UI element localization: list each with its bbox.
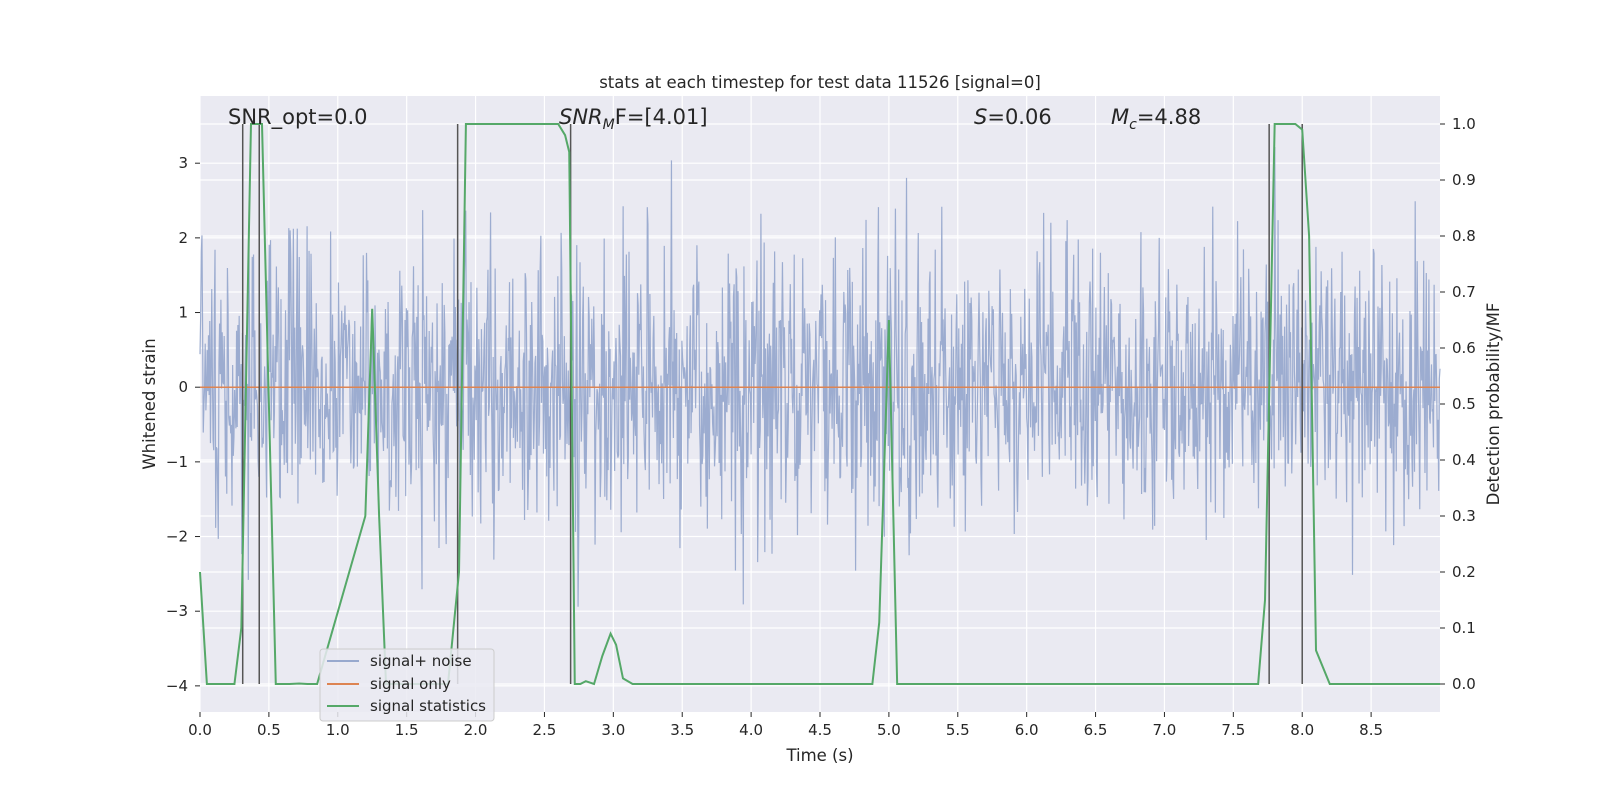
x-tick-label-4: 2.0 bbox=[464, 721, 488, 739]
chart-title: stats at each timestep for test data 115… bbox=[599, 73, 1041, 92]
y-left-tick-label-5: 1 bbox=[178, 304, 188, 322]
legend-label-signal-noise: signal+ noise bbox=[370, 652, 472, 670]
x-tick-label-2: 1.0 bbox=[326, 721, 350, 739]
series-signal-statistics bbox=[199, 123, 1440, 686]
y-right-tick-label-8: 0.8 bbox=[1452, 227, 1476, 245]
x-tick-label-14: 7.0 bbox=[1153, 721, 1177, 739]
x-tick-label-6: 3.0 bbox=[601, 721, 625, 739]
statistics-line bbox=[199, 123, 1440, 686]
y-right-tick-label-6: 0.6 bbox=[1452, 339, 1476, 357]
noise-line bbox=[199, 146, 1441, 607]
y-right-tick-label-10: 1.0 bbox=[1452, 115, 1476, 133]
annotation-mc: Mc=4.88 bbox=[1111, 105, 1201, 133]
y-right-tick-label-2: 0.2 bbox=[1452, 563, 1476, 581]
y-right-tick-label-4: 0.4 bbox=[1452, 451, 1476, 469]
y-right-tick-label-5: 0.5 bbox=[1452, 395, 1476, 413]
y-right-tick-label-3: 0.3 bbox=[1452, 507, 1476, 525]
y-right-tick-label-0: 0.0 bbox=[1452, 675, 1476, 693]
y-right-tick-label-9: 0.9 bbox=[1452, 171, 1476, 189]
x-tick-label-1: 0.5 bbox=[257, 721, 281, 739]
y-left-tick-label-6: 2 bbox=[178, 229, 188, 247]
x-tick-label-0: 0.0 bbox=[188, 721, 212, 739]
y-right-tick-label-1: 0.1 bbox=[1452, 619, 1476, 637]
legend-label-signal-only: signal only bbox=[370, 675, 451, 693]
annotations: SNR_opt=0.0 SNRMF=[4.01] S=0.06 Mc=4.88 bbox=[228, 105, 1201, 133]
x-tick-label-15: 7.5 bbox=[1221, 721, 1245, 739]
y-left-tick-label-4: 0 bbox=[178, 378, 188, 396]
x-tick-label-7: 3.5 bbox=[670, 721, 694, 739]
legend-box bbox=[319, 648, 495, 722]
y-axis-label-left-text: Whitened strain bbox=[140, 338, 159, 469]
tick-labels: 0.0 0.5 1.0 1.5 2.0 2.5 3.0 3.5 4.0 4.5 5.0 5.5 6.0 6… bbox=[166, 115, 1476, 739]
x-tick-label-11: 5.5 bbox=[946, 721, 970, 739]
x-tick-label-10: 5.0 bbox=[877, 721, 901, 739]
legend-label-signal-statistics: signal statistics bbox=[370, 697, 486, 715]
legend: signal+ noise signal only signal statist… bbox=[319, 648, 495, 722]
x-tick-label-17: 8.5 bbox=[1359, 721, 1383, 739]
y-left-tick-label-2: −2 bbox=[166, 528, 188, 546]
x-tick-label-12: 6.0 bbox=[1015, 721, 1039, 739]
x-axis-label: Time (s) bbox=[785, 746, 853, 765]
x-tick-label-9: 4.5 bbox=[808, 721, 832, 739]
series-signal-noise bbox=[199, 146, 1441, 607]
x-tick-label-16: 8.0 bbox=[1290, 721, 1314, 739]
y-left-tick-label-1: −3 bbox=[166, 602, 188, 620]
annotation-snr-mf: SNRMF=[4.01] bbox=[559, 105, 708, 133]
y-axis-label-right: Detection probability/MF bbox=[1484, 303, 1503, 506]
y-left-tick-label-3: −1 bbox=[166, 453, 188, 471]
x-tick-label-5: 2.5 bbox=[533, 721, 557, 739]
x-tick-label-3: 1.5 bbox=[395, 721, 419, 739]
annotation-snr-opt: SNR_opt=0.0 bbox=[228, 105, 368, 130]
x-tick-label-13: 6.5 bbox=[1084, 721, 1108, 739]
x-tick-label-8: 4.0 bbox=[739, 721, 763, 739]
y-right-tick-label-7: 0.7 bbox=[1452, 283, 1476, 301]
y-left-tick-label-0: −4 bbox=[166, 677, 188, 695]
annotation-s: S=0.06 bbox=[974, 105, 1052, 129]
y-left-tick-label-7: 3 bbox=[178, 154, 188, 172]
grid bbox=[199, 96, 1440, 712]
